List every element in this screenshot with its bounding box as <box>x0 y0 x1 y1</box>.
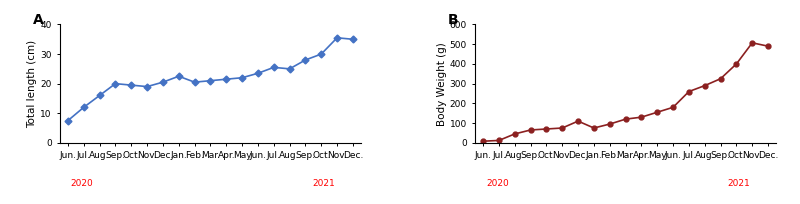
Text: 2020: 2020 <box>71 179 94 188</box>
Text: A: A <box>33 13 44 27</box>
Text: B: B <box>448 13 458 27</box>
Text: 2021: 2021 <box>313 179 335 188</box>
Text: 2020: 2020 <box>486 179 509 188</box>
Y-axis label: Body Weight (g): Body Weight (g) <box>437 42 446 125</box>
Text: 2021: 2021 <box>728 179 750 188</box>
Y-axis label: Total length (cm): Total length (cm) <box>27 40 38 128</box>
